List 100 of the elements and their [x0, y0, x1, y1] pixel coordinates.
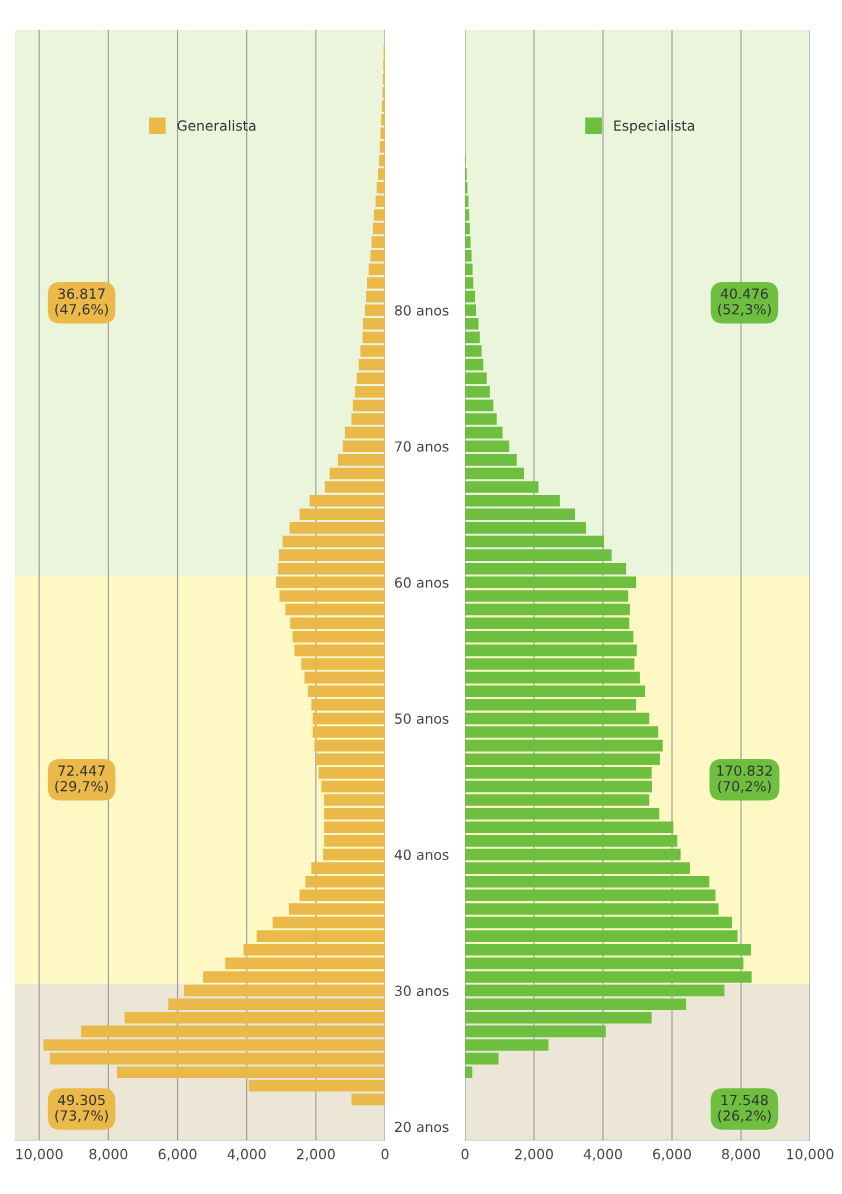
bar: [316, 753, 385, 766]
bar: [465, 372, 487, 384]
bar: [465, 522, 587, 534]
bar: [352, 399, 385, 412]
bar: [465, 358, 484, 371]
x-tick-label: 10,000: [16, 1148, 63, 1161]
bar: [465, 699, 637, 711]
bar: [372, 222, 385, 235]
bar: [356, 372, 385, 384]
bar: [465, 440, 510, 453]
bar: [465, 576, 637, 589]
bar: [184, 984, 385, 997]
bar: [381, 100, 385, 112]
x-tick-label: 6,000: [158, 1148, 197, 1161]
bar: [378, 168, 385, 180]
x-tick-label: 8,000: [89, 1148, 128, 1161]
bar: [307, 685, 385, 697]
bar: [465, 1012, 652, 1024]
bar: [311, 862, 385, 874]
bar: [312, 712, 385, 725]
bar: [465, 603, 630, 616]
bar: [289, 522, 385, 534]
bar: [81, 1025, 385, 1038]
bar: [256, 930, 385, 942]
y-tick-label: 70 anos: [395, 441, 449, 452]
y-tick-label: 50 anos: [395, 713, 449, 724]
bar: [362, 331, 385, 344]
bar: [465, 535, 605, 548]
legend-label: Especialista: [614, 120, 695, 134]
x-tick-label: 0: [381, 1148, 389, 1160]
bar: [465, 984, 725, 997]
bar: [362, 318, 385, 330]
bar: [465, 848, 681, 861]
bar: [124, 1012, 385, 1024]
bar: [465, 658, 635, 670]
y-tick-label: 40 anos: [394, 849, 449, 860]
bar: [465, 1066, 473, 1079]
bar: [465, 889, 716, 902]
bar: [465, 549, 612, 561]
bar: [465, 726, 659, 738]
y-tick-label: 30 anos: [395, 985, 449, 997]
bar: [465, 386, 490, 398]
bar: [465, 807, 660, 820]
bar: [311, 699, 385, 711]
bar: [290, 617, 385, 629]
bar: [465, 998, 687, 1010]
bar: [381, 113, 385, 126]
bar: [373, 209, 385, 221]
bar: [465, 590, 629, 602]
bar: [465, 957, 744, 970]
bar: [370, 249, 385, 262]
bar: [465, 508, 576, 521]
bar: [465, 903, 719, 915]
bar: [465, 685, 646, 697]
bar: [324, 821, 385, 834]
bar: [305, 875, 385, 888]
bar: [285, 603, 385, 616]
bar: [465, 862, 690, 874]
bar: [243, 943, 385, 956]
bar: [465, 630, 634, 643]
x-tick-label: 2,000: [515, 1148, 553, 1161]
bar: [354, 386, 385, 398]
bar: [465, 249, 472, 262]
bar: [321, 780, 385, 793]
y-tick-label: 20 anos: [395, 1121, 449, 1133]
bar: [364, 304, 385, 316]
bar: [465, 290, 476, 303]
bar: [465, 1052, 499, 1065]
bar: [465, 222, 470, 235]
bar: [376, 181, 385, 194]
x-tick-label: 8,000: [722, 1148, 760, 1161]
annotation: 36.817 (47,6%): [55, 288, 108, 317]
bar: [304, 671, 385, 684]
annotation: 17.548 (26,2%): [718, 1094, 771, 1123]
bar: [324, 794, 385, 806]
bar: [465, 1025, 606, 1038]
bar: [248, 1080, 385, 1092]
bar: [465, 345, 482, 357]
bar: [465, 780, 652, 793]
bar: [278, 549, 385, 561]
bar: [465, 494, 560, 507]
bar: [465, 236, 471, 248]
legend-label: Generalista: [177, 120, 256, 131]
x-tick-label: 6,000: [653, 1148, 691, 1161]
bar: [358, 358, 385, 371]
bar: [360, 345, 385, 357]
bar: [465, 739, 663, 752]
bar: [465, 413, 497, 425]
bar: [368, 263, 385, 276]
bar: [292, 630, 385, 643]
bar: [49, 1052, 385, 1065]
bar: [299, 889, 385, 902]
bar: [277, 562, 385, 575]
bar: [299, 508, 385, 521]
x-tick-label: 2,000: [296, 1148, 335, 1161]
bar: [301, 658, 385, 670]
x-tick-label: 0: [461, 1148, 469, 1160]
bar: [465, 971, 752, 983]
bar: [279, 590, 385, 602]
bar: [312, 726, 385, 738]
